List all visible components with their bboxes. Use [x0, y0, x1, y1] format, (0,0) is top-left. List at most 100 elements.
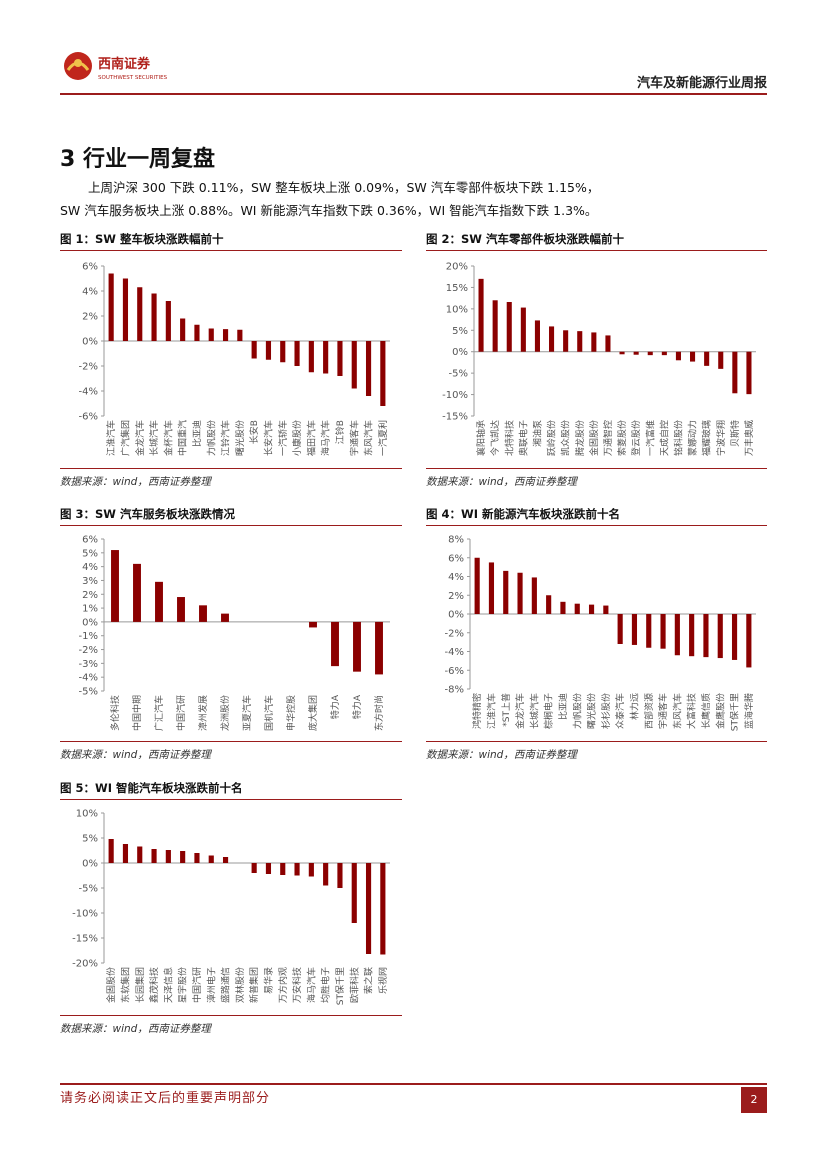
bar [647, 351, 653, 356]
fig4-chart: 8%6%4%2%0%-2%-4%-6%-8%鸿特精密 江淮汽车 *ST上普 金龙汽车长… [445, 535, 756, 731]
x-tick-label: 中国汽研 [175, 695, 187, 731]
x-tick-label: 江淮汽车 [485, 693, 497, 729]
x-tick-label: 腾龙股份 [574, 420, 586, 456]
y-tick-label: -2% [79, 645, 98, 656]
header-divider [60, 93, 767, 95]
bar [137, 846, 143, 863]
bar [704, 351, 710, 366]
fig5-bottom-rule [60, 1015, 402, 1016]
fig1-top-rule [60, 250, 402, 252]
bar [353, 621, 361, 672]
x-tick-label: 长安汽车 [262, 420, 274, 456]
x-tick-label: 金鹰股份 [714, 693, 726, 729]
logo-cn: 西南证券 [98, 56, 151, 72]
x-tick-label: 北特科技 [503, 420, 515, 456]
bar [165, 301, 171, 341]
x-tick-label: 庞大集团 [307, 695, 319, 731]
x-tick-label: 湘油泵 [531, 420, 543, 447]
x-tick-label: 江淮汽车 [105, 420, 117, 456]
bar [731, 614, 738, 660]
x-tick-label: 贝斯特 [729, 420, 741, 447]
y-tick-label: 20% [446, 262, 468, 273]
x-tick-label: 西部资源 [643, 693, 655, 729]
bar [633, 351, 639, 355]
x-tick-label: 曙光股份 [586, 693, 598, 729]
bar [237, 329, 243, 341]
y-tick-label: -4% [79, 387, 98, 398]
bar [122, 844, 129, 863]
x-tick-label: 万方内观 [277, 967, 289, 1003]
bar [122, 278, 129, 341]
y-tick-label: -20% [72, 959, 98, 970]
x-tick-label: 金杯汽车 [162, 420, 174, 456]
x-tick-label: 东方时尚 [373, 695, 385, 731]
x-tick-label: 中国中期 [131, 695, 143, 731]
x-tick-label: 中国重汽 [177, 420, 189, 456]
x-tick-label: 力帆股份 [205, 420, 217, 456]
x-tick-label: 奥联电子 [517, 420, 529, 456]
x-tick-label: 漳州发展 [197, 695, 209, 731]
x-tick-label: 鸿特精密 [471, 693, 483, 729]
y-tick-label: -15% [442, 412, 468, 423]
bar [603, 605, 609, 614]
bar [351, 863, 357, 923]
bar [577, 331, 583, 352]
y-tick-label: -5% [79, 687, 98, 698]
x-tick-label: 凯众股份 [560, 420, 572, 456]
bar [690, 351, 696, 362]
bar [180, 851, 186, 863]
bar [689, 614, 695, 657]
y-tick-label: 6% [448, 553, 464, 564]
x-tick-label: 星宇股份 [177, 967, 189, 1003]
bar [280, 863, 286, 875]
bar [549, 326, 555, 352]
x-tick-label: 金固股份 [588, 420, 600, 456]
x-tick-label: 棕榈电子 [543, 693, 555, 729]
y-tick-label: -8% [445, 685, 464, 696]
x-tick-label: 福耀玻璃 [701, 420, 713, 456]
x-tick-label: 多伦科技 [109, 695, 121, 731]
x-tick-label: 登云股份 [630, 420, 642, 456]
y-tick-label: -6% [445, 666, 464, 677]
fig5-title: 图 5：WI 智能汽车板块涨跌前十名 [60, 781, 243, 795]
x-tick-label: 长城汽车 [528, 693, 540, 729]
x-tick-label: 天成自控 [658, 420, 670, 456]
bar [492, 300, 498, 352]
x-tick-label: 亚夏汽车 [241, 695, 253, 731]
bar [375, 621, 383, 675]
x-tick-label: 蒙娜动力 [687, 420, 699, 456]
x-tick-label: 一汽富维 [644, 420, 656, 456]
x-tick-label: 江铃B [334, 420, 346, 444]
x-tick-label: 欧菲科技 [348, 967, 360, 1003]
x-tick-label: 国机汽车 [263, 695, 275, 731]
bar [294, 863, 300, 876]
x-tick-label: 一汽轿车 [277, 420, 289, 456]
bar [337, 341, 343, 376]
bar [294, 341, 300, 366]
x-tick-label: 一汽夏利 [377, 420, 389, 456]
x-tick-label: 比亚迪 [557, 693, 569, 720]
logo-emblem-icon: 西南证券 SOUTHWEST SECURITIES [64, 52, 168, 81]
y-tick-label: 0% [82, 337, 98, 348]
bar [506, 302, 512, 352]
x-tick-label: 众泰汽车 [614, 693, 626, 729]
y-tick-label: 0% [448, 610, 464, 621]
bar [208, 328, 214, 341]
y-tick-label: 0% [452, 347, 468, 358]
bar [617, 614, 623, 644]
y-tick-label: 3% [82, 576, 98, 587]
bar [675, 351, 681, 361]
bar [221, 613, 229, 622]
bar [151, 293, 157, 341]
x-tick-label: 金龙汽车 [134, 420, 146, 456]
x-tick-label: 索之联 [363, 967, 375, 994]
x-tick-label: 长园集团 [134, 967, 146, 1003]
report-title: 汽车及新能源行业周报 [636, 76, 767, 91]
y-tick-label: -2% [445, 628, 464, 639]
bar [194, 324, 200, 341]
fig4-bottom-rule [426, 741, 767, 742]
x-tick-label: 盛路通信 [220, 967, 232, 1003]
x-tick-label: 乐视网 [377, 967, 389, 994]
bar [331, 621, 339, 667]
fig5-source: 数据来源：wind，西南证券整理 [60, 1023, 211, 1035]
